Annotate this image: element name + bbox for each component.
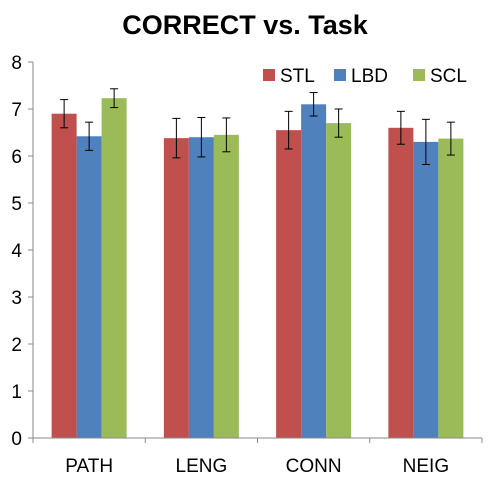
y-tick-label: 8 [11,53,22,74]
y-tick-label: 5 [11,194,22,215]
y-tick-label: 0 [11,429,22,450]
y-tick-label: 3 [11,288,22,309]
legend-swatch-scl [413,69,425,81]
legend-swatch-lbd [334,69,346,81]
bar-scl-leng [213,134,239,438]
x-tick-label: NEIG [403,456,449,477]
bar-stl-leng [163,138,189,438]
bar-lbd-conn [301,104,327,439]
bars-group [51,98,464,439]
bar-stl-conn [276,130,302,438]
y-tick-label: 2 [11,335,22,356]
legend-label-stl: STL [280,66,315,87]
legend-label-lbd: LBD [351,66,388,87]
bar-lbd-path [76,136,102,438]
chart-title: CORRECT vs. Task [122,10,369,40]
y-axis-ticks: 0 1 2 3 4 5 6 7 8 [11,53,33,450]
bar-stl-path [51,113,77,438]
x-axis-ticks: PATH LENG CONN NEIG [32,438,483,477]
bar-lbd-leng [188,137,214,438]
y-tick-label: 7 [11,100,22,121]
x-tick-label: LENG [176,456,228,477]
y-tick-label: 1 [11,382,22,403]
y-tick-label: 4 [11,241,22,262]
legend-swatch-stl [263,69,275,81]
x-tick-label: CONN [286,456,342,477]
bar-scl-conn [326,123,352,438]
error-bars-group [60,88,455,165]
bar-scl-path [101,98,127,438]
x-tick-label: PATH [65,456,113,477]
legend: STL LBD SCL [263,66,467,87]
bar-stl-neig [388,127,414,439]
y-tick-label: 6 [11,147,22,168]
legend-label-scl: SCL [430,66,467,87]
bar-lbd-neig [413,141,439,438]
bar-scl-neig [438,138,464,439]
